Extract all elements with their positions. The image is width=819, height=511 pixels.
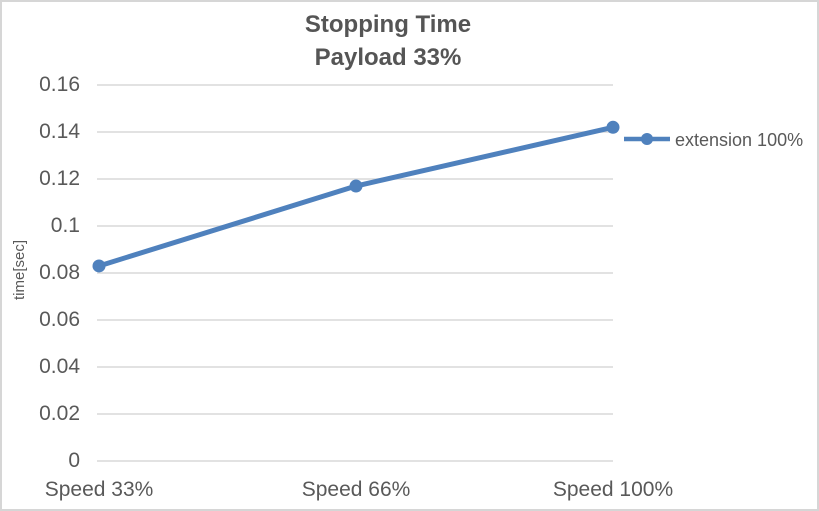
- y-tick-label: 0.14: [39, 120, 80, 143]
- y-tick-label: 0.16: [39, 73, 80, 96]
- legend-label: extension 100%: [675, 130, 804, 150]
- gridlines: [97, 84, 613, 462]
- y-tick-label: 0.08: [39, 261, 80, 284]
- y-axis-title: time[sec]: [11, 240, 28, 301]
- y-tick-label: 0.02: [39, 402, 80, 425]
- x-category-label: Speed 33%: [44, 478, 154, 501]
- data-point-marker: [606, 120, 620, 134]
- y-tick-label: 0.04: [39, 355, 80, 378]
- x-category-label: Speed 66%: [301, 478, 411, 501]
- y-tick-label: 0.1: [50, 214, 80, 237]
- y-tick-label: 0: [68, 449, 80, 472]
- y-tick-label: 0.06: [39, 308, 80, 331]
- legend-line-marker-icon: [624, 133, 670, 145]
- legend-marker: [641, 133, 653, 145]
- y-tick-label: 0.12: [39, 167, 80, 190]
- x-category-label: Speed 100%: [552, 478, 674, 501]
- series-line: [96, 124, 616, 269]
- data-point-marker: [92, 259, 106, 273]
- data-point-marker: [349, 179, 363, 193]
- data-series: [92, 120, 620, 273]
